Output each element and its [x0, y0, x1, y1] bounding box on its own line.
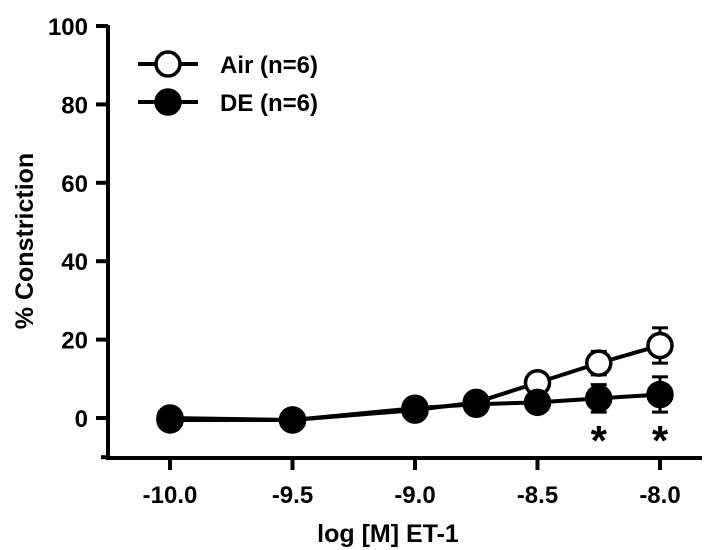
y-axis-label: % Constriction	[11, 153, 39, 329]
data-point-de	[462, 390, 490, 419]
legend-marker-de	[154, 88, 182, 116]
y-tick-label: 20	[61, 328, 88, 355]
x-tick-label: -9.0	[394, 482, 435, 509]
axes	[106, 25, 702, 460]
legend-label: Air (n=6)	[220, 52, 318, 79]
x-tick-label: -10.0	[143, 482, 198, 509]
x-tick-label: -8.5	[517, 482, 558, 509]
data-point-de	[646, 380, 674, 409]
x-axis-label: log [M] ET-1	[317, 520, 459, 548]
data-point-de	[278, 406, 307, 434]
legend: Air (n=6) DE (n=6)	[138, 50, 318, 117]
y-tick-label: 60	[61, 171, 88, 198]
legend-label: DE (n=6)	[220, 90, 318, 117]
data-point-de	[585, 384, 613, 413]
significance-asterisk: *	[652, 417, 669, 464]
y-tick-label: 80	[61, 92, 88, 119]
significance-asterisk: *	[591, 417, 608, 464]
data-point-de	[156, 406, 184, 434]
x-tick-label: -8.0	[639, 482, 680, 509]
data-point-de	[401, 394, 429, 422]
legend-marker-air	[154, 50, 182, 78]
axis-ticks: 0 20 40 60 80 100 -10.0 -9.5 -9.0 -8.5 -8.0	[48, 14, 681, 509]
data-point-air	[646, 331, 674, 360]
significance-annotations: * *	[591, 417, 669, 464]
y-tick-label: 100	[48, 14, 88, 41]
data-point-air	[585, 349, 613, 377]
data-point-de	[523, 388, 552, 417]
x-tick-label: -9.5	[272, 482, 313, 509]
y-tick-label: 0	[75, 406, 88, 433]
plot-area	[156, 326, 674, 434]
y-tick-label: 40	[61, 249, 88, 276]
